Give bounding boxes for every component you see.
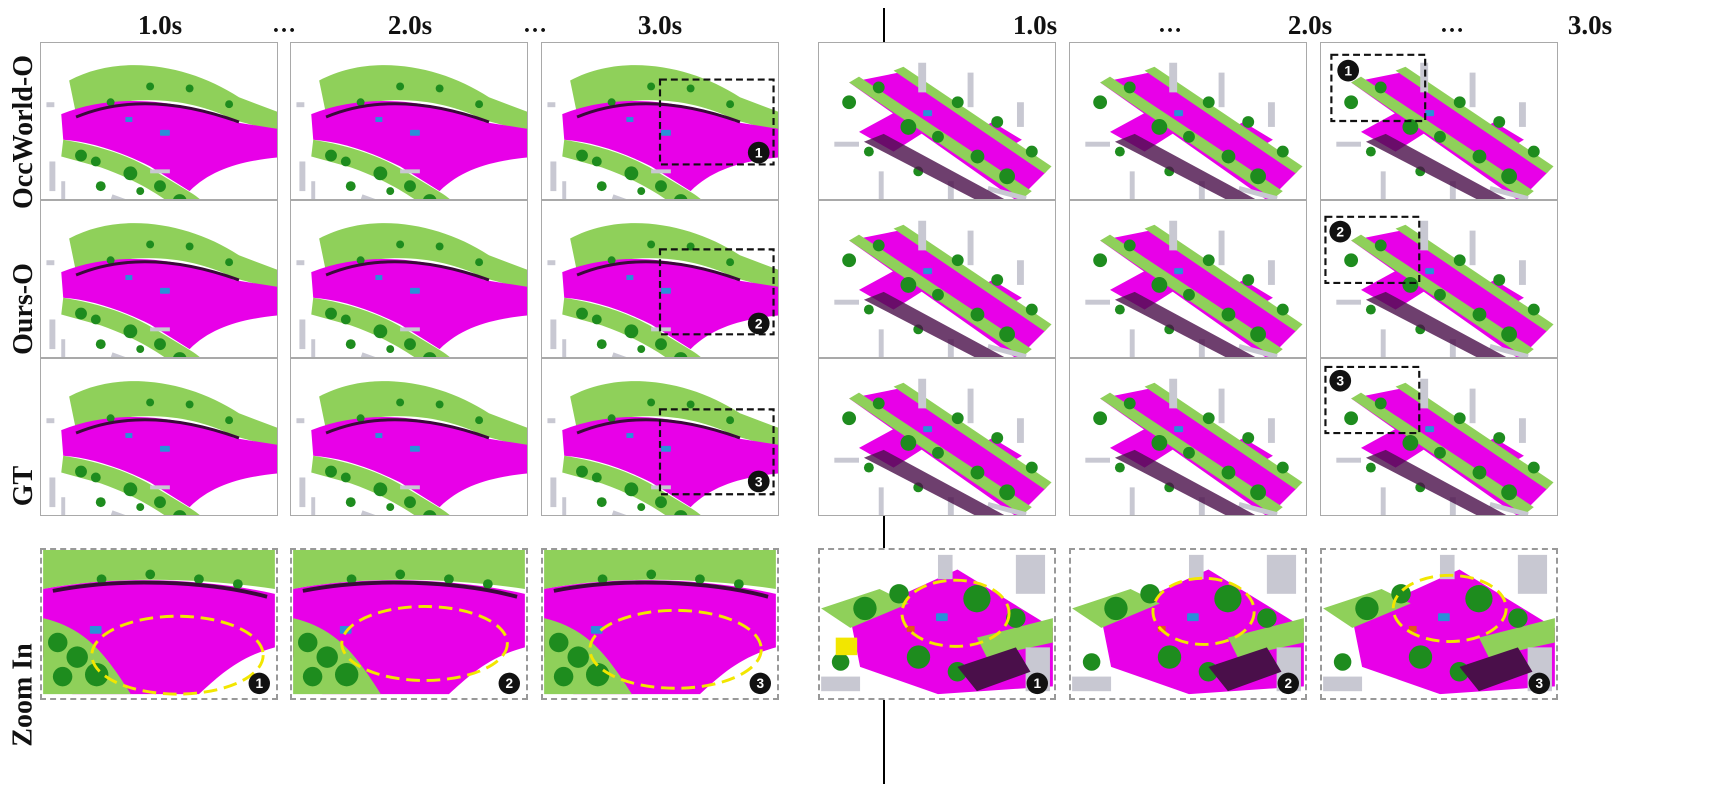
zoom-left-2: 2: [290, 548, 528, 700]
highlight-box-r3: [1324, 365, 1421, 435]
panel-left-gt-3s: 3: [541, 358, 779, 516]
panel-right-ours-2s: [1069, 200, 1307, 358]
zoom-marker-r2: [1277, 672, 1299, 695]
zoom-marker-r1: [1026, 672, 1048, 695]
ellipsis-left-2: …: [523, 12, 547, 38]
row-label-gt: GT: [4, 397, 44, 575]
zoom-marker-l2: [498, 672, 520, 695]
zoom-marker-l1-label: 1: [256, 676, 264, 691]
marker-3-label: 3: [755, 473, 763, 489]
row-label-zoom: Zoom In: [4, 607, 44, 783]
marker-1-label: 1: [755, 145, 763, 161]
panel-right-occworld-3s: 1: [1320, 42, 1558, 200]
zoom-marker-r3: [1528, 672, 1550, 695]
header-right-1s: 1.0s: [1012, 10, 1058, 40]
row-label-ours: Ours-O: [4, 220, 44, 398]
header-right-2s: 2.0s: [1287, 10, 1333, 40]
panel-left-ours-3s: 2: [541, 200, 779, 358]
panel-left-occworld-1s: [40, 42, 278, 200]
marker-3: [747, 470, 770, 493]
header-right-3s: 3.0s: [1567, 10, 1613, 40]
row-label-zoom-text: Zoom In: [8, 643, 39, 747]
row-label-gt-text: GT: [8, 465, 39, 507]
panel-right-gt-2s: [1069, 358, 1307, 516]
panel-right-occworld-1s: [818, 42, 1056, 200]
marker-r1: [1337, 59, 1360, 82]
panel-right-ours-1s: [818, 200, 1056, 358]
highlight-box-r2: [1324, 215, 1421, 285]
ellipsis-left-1: …: [272, 12, 296, 38]
row-label-ours-text: Ours-O: [8, 263, 39, 355]
panel-right-ours-3s: 2: [1320, 200, 1558, 358]
panel-left-occworld-2s: [290, 42, 528, 200]
zoom-left-3: 3: [541, 548, 779, 700]
panel-right-occworld-2s: [1069, 42, 1307, 200]
panel-left-gt-2s: [290, 358, 528, 516]
header-left-2s: 2.0s: [387, 10, 433, 40]
header-left-3s: 3.0s: [637, 10, 683, 40]
zoom-right-3: 3: [1320, 548, 1558, 700]
marker-r3: [1329, 369, 1352, 392]
panel-left-ours-1s: [40, 200, 278, 358]
zoom-marker-l3: [749, 672, 771, 695]
zoom-ellipse-r3: [1391, 573, 1508, 643]
row-label-occworld-text: OccWorld-O: [8, 55, 40, 209]
highlight-box-2: [658, 248, 775, 336]
zoom-marker-l1: [248, 672, 270, 695]
zoom-marker-r2-label: 2: [1285, 676, 1293, 691]
row-label-occworld: OccWorld-O: [4, 43, 44, 221]
zoom-ellipse-l2: [340, 605, 509, 682]
zoom-marker-l3-label: 3: [757, 676, 765, 691]
zoom-marker-r1-label: 1: [1034, 676, 1042, 691]
highlight-box-1: [658, 78, 775, 166]
highlight-box-r1: [1330, 53, 1427, 123]
ellipsis-right-2: …: [1440, 12, 1464, 38]
zoom-marker-r3-label: 3: [1536, 676, 1544, 691]
panel-right-gt-3s: 3: [1320, 358, 1558, 516]
zoom-yellow-object: [835, 637, 858, 656]
zoom-right-2: 2: [1069, 548, 1307, 700]
panel-right-gt-1s: [818, 358, 1056, 516]
panel-left-occworld-3s: 1: [541, 42, 779, 200]
marker-r1-label: 1: [1344, 63, 1352, 79]
panel-left-gt-1s: [40, 358, 278, 516]
header-left-1s: 1.0s: [137, 10, 183, 40]
marker-r2-label: 2: [1336, 224, 1344, 240]
panel-left-ours-2s: [290, 200, 528, 358]
zoom-ellipse-l1: [90, 614, 265, 696]
ellipsis-right-1: …: [1158, 12, 1182, 38]
zoom-left-1: 1: [40, 548, 278, 700]
marker-r2: [1329, 220, 1352, 243]
marker-1: [747, 141, 770, 164]
zoom-marker-l2-label: 2: [506, 676, 514, 691]
zoom-ellipse-l3: [588, 608, 763, 690]
marker-r3-label: 3: [1336, 373, 1344, 389]
marker-2: [747, 312, 770, 335]
zoom-ellipse-r1: [900, 578, 1011, 648]
zoom-right-1: 1: [818, 548, 1056, 700]
marker-2-label: 2: [755, 315, 763, 331]
